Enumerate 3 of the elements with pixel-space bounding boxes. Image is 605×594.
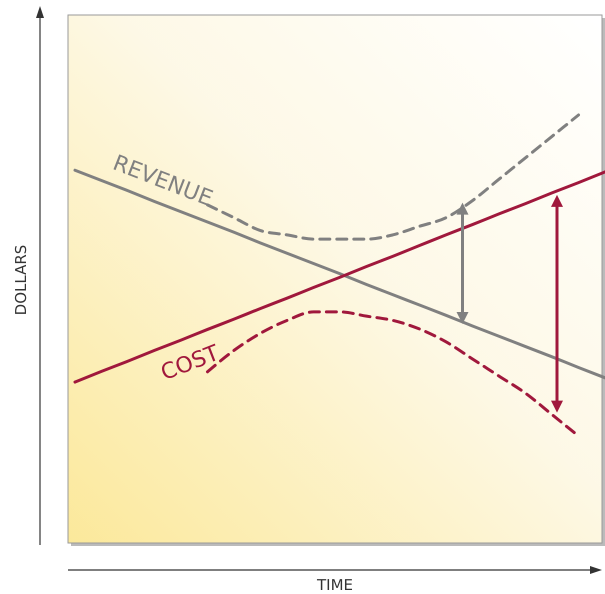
- text: COST: [158, 340, 224, 386]
- x-axis-title: TIME: [316, 576, 354, 594]
- y-axis-title: DOLLARS: [12, 244, 30, 316]
